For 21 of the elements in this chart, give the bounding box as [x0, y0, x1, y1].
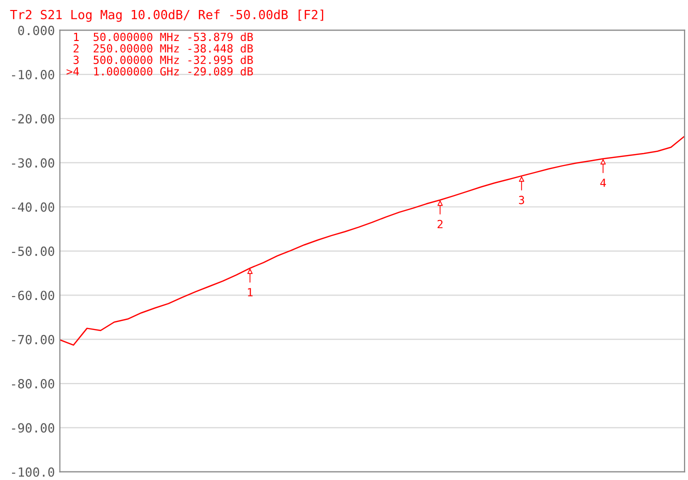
annotation: >4 1.0000000 GHz -29.089 dB: [66, 66, 253, 76]
y-tick-label: -10.00: [12, 70, 54, 80]
annotation: 4: [600, 178, 606, 187]
line-series: [60, 136, 685, 346]
y-tick-label: -20.00: [12, 114, 54, 124]
chart-title: Tr2 S21 Log Mag 10.00dB/ Ref -50.00dB [F2]: [10, 10, 324, 22]
annotation: 2 250.00000 MHz -38.448 dB: [74, 44, 253, 53]
annotation: 2: [438, 220, 443, 228]
annotation: 3 500.00000 MHz -32.995 dB: [74, 55, 253, 64]
y-tick-label: -30.00: [12, 158, 54, 168]
y-tick-label: -90.00: [12, 423, 54, 433]
annotation: 3: [518, 196, 524, 204]
y-tick-label: -80.00: [12, 379, 54, 388]
y-tick-label: -50.00: [12, 246, 54, 256]
annotation: 1: [248, 288, 253, 296]
y-tick-label: -60.00: [12, 290, 54, 300]
annotation: 1 50.000000 MHz -53.879 dB: [74, 32, 253, 42]
y-tick-label: 0.000: [18, 26, 54, 36]
y-tick-label: -70.00: [12, 334, 54, 344]
y-tick-label: -100.0: [12, 467, 54, 477]
y-tick-label: -40.00: [12, 202, 54, 212]
